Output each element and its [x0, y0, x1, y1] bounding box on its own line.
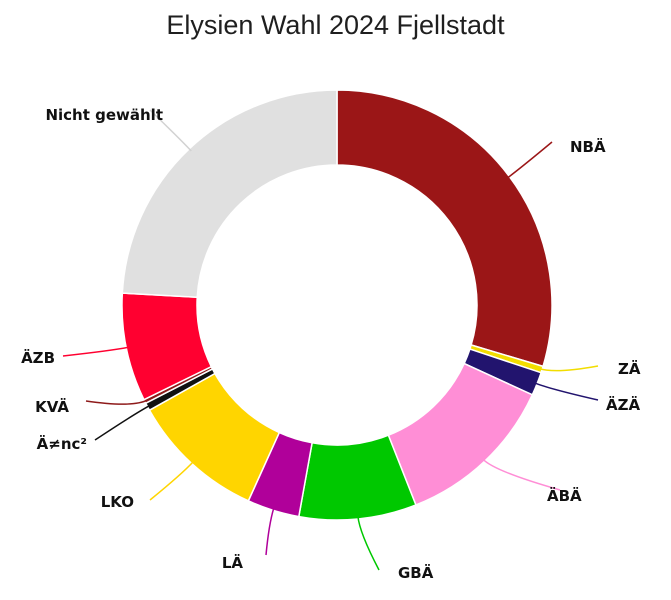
- leader-line-nbae: [506, 141, 553, 179]
- slice-label-lae: LÄ: [222, 553, 244, 572]
- leader-line-kvae: [85, 399, 148, 405]
- slice-label-lko: LKO: [101, 493, 134, 511]
- slice-label-aebae: ÄBÄ: [547, 486, 582, 505]
- slice-nicht-gewaehlt[interactable]: [121, 89, 338, 299]
- leader-line-lko: [149, 460, 195, 501]
- leader-line-nicht-gewaehlt: [149, 109, 192, 152]
- slice-label-nbae: NBÄ: [570, 137, 606, 156]
- slice-label-kvae: KVÄ: [35, 397, 69, 416]
- slice-label-gbae: GBÄ: [398, 563, 434, 582]
- slice-label-ae-nc: Ä≠nc²: [37, 434, 87, 453]
- slice-label-zae: ZÄ: [618, 359, 641, 378]
- leader-line-aebae: [482, 458, 561, 491]
- chart-title: Elysien Wahl 2024 Fjellstadt: [166, 10, 505, 40]
- leader-line-aezb: [62, 346, 130, 357]
- slice-nbae[interactable]: [336, 89, 553, 368]
- slice-label-nicht-gewaehlt: Nicht gewählt: [45, 106, 163, 124]
- leader-line-aezae: [533, 382, 599, 401]
- slice-label-aezae: ÄZÄ: [606, 395, 640, 414]
- leader-line-gbae: [357, 515, 380, 571]
- leader-line-ae-nc: [94, 404, 151, 441]
- slice-aebae[interactable]: [387, 362, 534, 506]
- leader-line-lae: [265, 507, 275, 556]
- leader-line-zae: [538, 365, 599, 372]
- slice-label-aezb: ÄZB: [21, 348, 55, 367]
